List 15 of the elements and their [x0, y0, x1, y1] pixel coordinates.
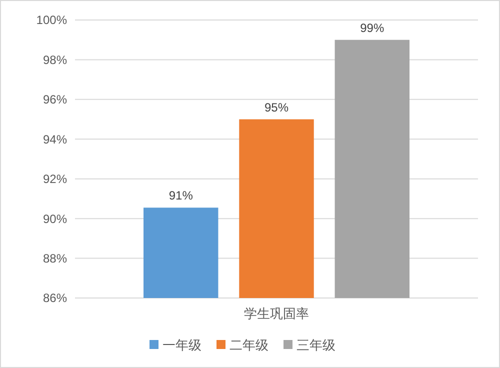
- y-tick-label: 100%: [36, 13, 68, 28]
- legend-label: 二年级: [230, 338, 268, 353]
- data-label: 95%: [264, 100, 289, 114]
- y-tick-label: 98%: [42, 52, 68, 67]
- y-tick-label: 88%: [42, 251, 68, 266]
- data-label: 99%: [360, 20, 384, 35]
- y-tick-label: 94%: [42, 132, 68, 146]
- y-tick-label: 92%: [42, 172, 68, 186]
- legend-label: 一年级: [162, 338, 202, 353]
- x-tick-label: 学生巩固率: [244, 306, 309, 321]
- data-label: 91%: [168, 188, 194, 203]
- y-tick-label: 90%: [42, 212, 68, 226]
- legend-label: 三年级: [296, 338, 336, 353]
- y-tick-label: 96%: [42, 92, 68, 107]
- y-tick-label: 86%: [42, 291, 68, 306]
